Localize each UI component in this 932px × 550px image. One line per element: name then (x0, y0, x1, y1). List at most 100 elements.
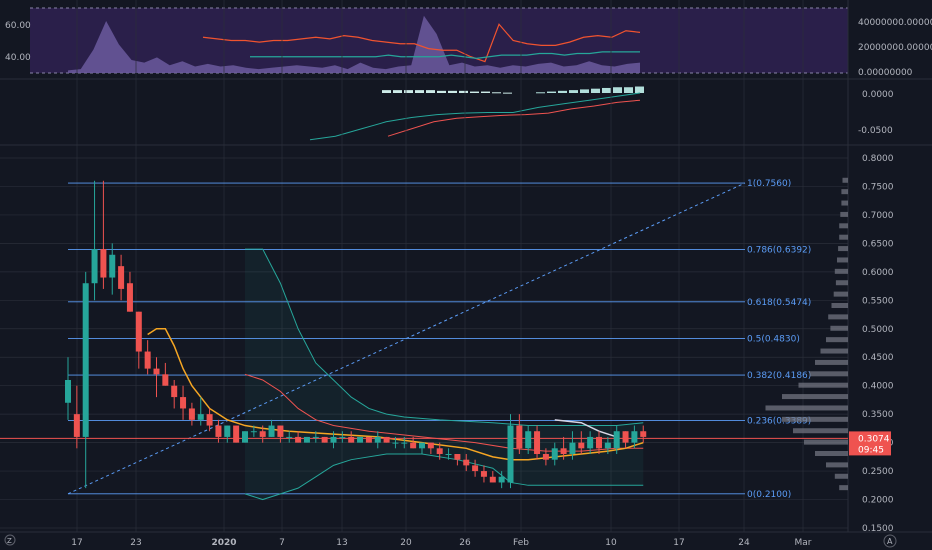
volume-profile (765, 177, 848, 491)
price-panel[interactable]: 1(0.7560) 0.786(0.6392) 0.618(0.5474) 0.5(0… (0, 177, 848, 501)
candle-body (596, 436, 602, 449)
volume-profile-bar (841, 189, 848, 195)
macd-hist-bar (415, 90, 424, 93)
vol-tick-20m: 20000000.00000000 (858, 43, 932, 53)
candle-body (622, 431, 629, 443)
price-tick: 0.7500 (862, 182, 894, 192)
time-axis[interactable]: 17 23 2020 7 13 20 26 Feb 10 17 24 Mar (71, 538, 812, 548)
macd-tick-neg: -0.0500 (858, 126, 893, 136)
volume-profile-bar (828, 314, 848, 320)
candle-body (542, 454, 549, 460)
price-tick: 0.1500 (862, 524, 894, 534)
candle-body (587, 436, 594, 449)
fibonacci-retracement[interactable]: 1(0.7560) 0.786(0.6392) 0.618(0.5474) 0.5(0… (68, 179, 811, 500)
candle-body (312, 436, 319, 438)
bar-countdown: 09:45 (858, 445, 884, 455)
candle-body (197, 414, 204, 420)
candle-body (454, 454, 461, 460)
volume-profile-bar (798, 382, 848, 388)
bollinger-upper (245, 248, 644, 427)
bollinger-lower (244, 453, 644, 501)
price-tick: 0.3500 (862, 410, 894, 420)
candle-body (374, 436, 381, 443)
macd-tick-0: 0.0000 (862, 90, 894, 100)
time-tick: 10 (605, 538, 617, 548)
volume-profile-bar (835, 280, 848, 286)
macd-hist-bar (459, 90, 468, 93)
candle-body (73, 414, 80, 437)
macd-hist-bar (635, 86, 644, 93)
time-tick: 23 (130, 538, 141, 548)
candle-body (180, 397, 187, 409)
candle-body (153, 368, 160, 375)
zoom-icon[interactable]: Z (4, 534, 16, 546)
candle-body (463, 459, 470, 466)
macd-hist-bar (602, 87, 611, 93)
candle-body (224, 425, 231, 437)
macd-hist-bar (580, 89, 589, 93)
candle-body (259, 431, 266, 437)
macd-hist-bar (404, 90, 413, 93)
price-tick: 0.2000 (862, 496, 894, 506)
candle-body (118, 266, 125, 289)
candle-body (277, 425, 284, 437)
candle-body (286, 436, 293, 438)
macd-hist-bar (558, 90, 567, 93)
auto-scale-icon[interactable]: A (883, 534, 897, 548)
candle-body (100, 249, 107, 278)
rsi-volume-panel[interactable]: 60.00 40.00 40000000.00000000 20000000.0… (5, 7, 932, 78)
macd-hist-bar (382, 90, 391, 93)
short-ma-line (554, 419, 617, 438)
candle-body (91, 249, 98, 284)
candle-body (330, 436, 337, 443)
candle-body (65, 380, 71, 403)
price-tick: 0.5000 (862, 325, 894, 335)
volume-profile-bar (804, 439, 848, 445)
candle-body (613, 431, 620, 449)
volume-profile-bar (765, 405, 848, 411)
time-tick: 13 (336, 538, 347, 548)
candle-body (516, 425, 523, 449)
candle-body (215, 425, 222, 437)
volume-profile-bar (782, 394, 848, 400)
volume-bars (68, 15, 640, 74)
candle-body (427, 442, 434, 449)
macd-hist-bar (503, 92, 512, 94)
candle-body (578, 442, 585, 449)
candle-body (445, 454, 452, 455)
candle-body (640, 431, 647, 437)
candle-body (525, 431, 532, 449)
price-tick: 0.2500 (862, 467, 894, 477)
candle-body (560, 448, 567, 454)
volume-profile-bar (815, 451, 848, 456)
candle-body (303, 436, 310, 443)
candle-body (144, 351, 151, 369)
macd-hist-bar (569, 90, 578, 93)
macd-hist-bar (393, 90, 402, 93)
candle-body (206, 414, 213, 426)
volume-profile-bar (831, 303, 848, 308)
volume-profile-bar (833, 291, 848, 297)
volume-profile-bar (834, 473, 848, 479)
price-tick: 0.6500 (862, 239, 894, 249)
fib-label: 0.236(0.3389) (747, 416, 811, 426)
macd-hist-bar (536, 92, 545, 94)
macd-panel[interactable]: 0.0000 -0.0500 (309, 86, 894, 141)
macd-histogram (382, 86, 644, 94)
fib-label: 0.5(0.4830) (747, 334, 800, 344)
volume-profile-bar (826, 462, 848, 468)
signal-line (387, 99, 641, 137)
candle-body (233, 425, 240, 443)
macd-hist-bar (613, 87, 622, 93)
macd-hist-bar (426, 90, 435, 93)
price-tick: 0.8000 (862, 154, 894, 164)
fib-trend-line[interactable] (67, 182, 746, 495)
volume-profile-bar (809, 371, 848, 377)
price-tick: 0.6000 (862, 268, 894, 278)
macd-line (309, 92, 641, 141)
candle-body (480, 471, 487, 477)
candle-body (348, 436, 355, 443)
time-tick: 24 (738, 538, 750, 548)
candle-body (551, 448, 558, 460)
